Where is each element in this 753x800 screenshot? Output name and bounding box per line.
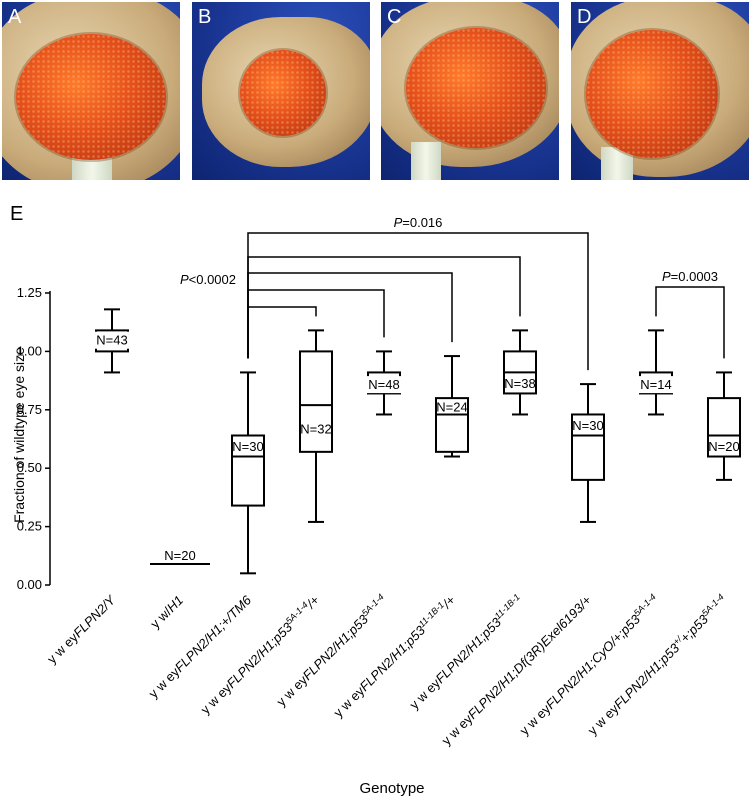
significance-bracket: [247, 272, 453, 359]
x-axis-label: Genotype: [359, 780, 424, 797]
significance-bracket: [655, 286, 725, 359]
significance-bracket: [247, 306, 317, 359]
n-label-bg: [636, 376, 676, 394]
significance-bracket: [247, 232, 589, 371]
box-7: N=30: [571, 383, 605, 523]
eye-photo-b: B: [192, 2, 370, 180]
p-value-label: P<0.0002: [180, 272, 236, 287]
box-6: N=38: [503, 329, 537, 416]
x-tick-label: y w eyFLPN2/H1;p535A-1-4/+: [197, 592, 322, 717]
compound-eye: [586, 30, 718, 158]
y-tick-label: 1.00: [17, 343, 42, 358]
box-4: N=48: [364, 350, 404, 416]
n-label: N=20: [708, 439, 739, 454]
iqr-box: [571, 413, 605, 481]
n-label-bg: [364, 376, 404, 394]
compound-eye: [240, 50, 326, 136]
n-label: N=43: [96, 333, 127, 348]
compound-eye: [16, 34, 166, 160]
x-tick-label: y w/H1: [147, 593, 186, 632]
n-label: N=14: [640, 377, 671, 392]
y-tick-label: 0.50: [17, 460, 42, 475]
box-9: N=20: [707, 371, 741, 481]
eye-photo-c: C: [381, 2, 559, 180]
iqr-box: [231, 434, 265, 507]
panel-label-c: C: [387, 6, 402, 28]
panel-label-d: D: [577, 6, 592, 28]
box-3: N=32: [299, 329, 333, 523]
panel-label-b: B: [198, 6, 212, 28]
iqr-box: [435, 397, 469, 453]
n-label: N=24: [436, 399, 467, 414]
x-tick-label: y w eyFLPN2/H1;p5311-1B-1/+: [330, 592, 459, 721]
n-label: N=30: [572, 418, 603, 433]
panel-label-a: A: [8, 6, 22, 28]
p-value-label: P=0.016: [394, 215, 443, 230]
y-tick-label: 1.25: [17, 285, 42, 300]
n-label-bg: [92, 331, 132, 349]
eye-photo-a: A: [2, 2, 180, 180]
y-axis-label: Fraction of wildtype eye size: [11, 347, 27, 523]
iqr-box: [299, 350, 333, 453]
n-label: N=32: [300, 421, 331, 436]
x-tick-label: y w eyFLPN2/Y: [44, 592, 119, 667]
compound-eye: [406, 28, 546, 148]
p-value-label: P=0.0003: [662, 269, 718, 284]
box-5: N=24: [435, 355, 469, 458]
y-tick-label: 0.25: [17, 519, 42, 534]
box-0: N=43: [92, 308, 132, 374]
x-tick-label: y w eyFLPN2/H1;CyO/+;p535A-1-4: [516, 592, 662, 738]
x-tick-label: y w eyFLPN2/H1;p535A-1-4: [273, 592, 390, 709]
x-tick-label: y w eyFLPN2/H1;Df(3R)Exel6193/+: [439, 592, 595, 748]
y-tick-label: 0.00: [17, 577, 42, 592]
box-1: N=20: [150, 548, 210, 565]
n-label: N=20: [164, 548, 195, 563]
box-8: N=14: [636, 329, 676, 416]
n-label: N=48: [368, 377, 399, 392]
panel-label-e: E: [10, 203, 23, 225]
n-label: N=38: [504, 376, 535, 391]
iqr-box: [707, 397, 741, 458]
y-tick-label: 0.75: [17, 402, 42, 417]
eye-photo-d: D: [571, 2, 749, 180]
box-plot: E Fraction of wildtype eye size Genotype…: [10, 203, 741, 797]
x-tick-label: y w eyFLPN2/H1;p5311-1B-1: [406, 592, 526, 712]
x-tick-label: y w eyFLPN2/H1;p53+/+;p535A-1-4: [584, 592, 730, 738]
box-2: N=30: [231, 371, 265, 575]
n-label: N=30: [232, 439, 263, 454]
